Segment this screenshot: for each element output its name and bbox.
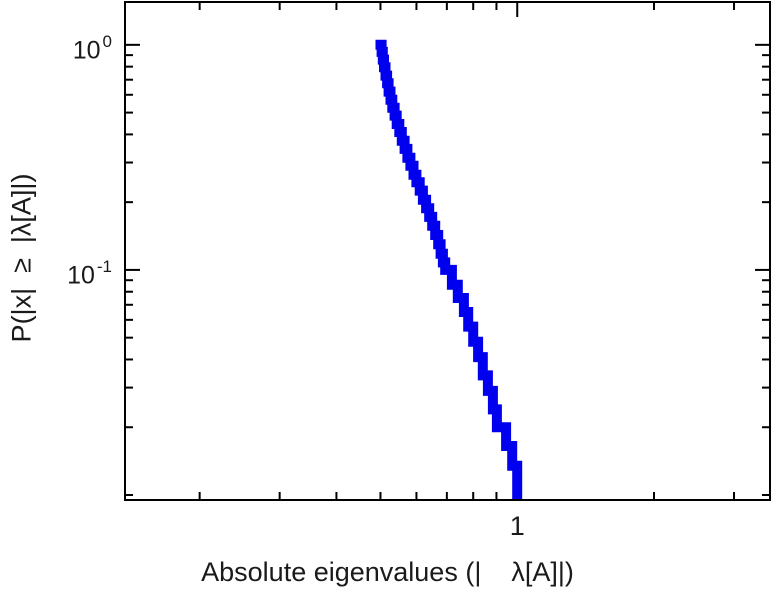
plot-border: [124, 1, 771, 501]
y-tick-label: 10 -1: [67, 256, 112, 290]
y-tick-label: 10 0: [72, 31, 112, 65]
y-axis-title: P(|x| ≥ |λ[A]|): [6, 173, 37, 343]
x-axis-title: Absolute eigenvalues (| λ[A]|): [201, 557, 574, 587]
ccdf-step-curve: [375, 39, 523, 500]
x-tick-label: 1: [509, 511, 525, 541]
